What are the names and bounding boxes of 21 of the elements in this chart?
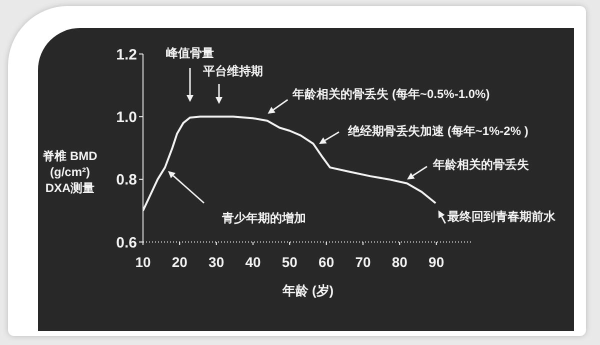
x-tick-label: 80 (392, 254, 408, 270)
x-axis-title: 年龄 (岁) (281, 283, 334, 298)
annotation: 最终回到青春期前水 (446, 209, 556, 224)
annotation: 年龄相关的骨丢失 (432, 157, 530, 172)
y-tick-label: 1.2 (116, 46, 137, 64)
x-tick-label: 60 (318, 254, 334, 270)
x-tick-label: 20 (172, 254, 188, 270)
x-tick-label: 30 (208, 254, 224, 270)
y-tick-label: 0.8 (116, 172, 137, 189)
annotation: 峰值骨量 (166, 46, 214, 60)
x-tick-label: 70 (355, 254, 371, 270)
y-tick-label: 1.0 (116, 108, 137, 126)
annotation: 平台维持期 (202, 64, 263, 78)
x-tick-label: 10 (135, 254, 151, 270)
x-tick-label: 40 (245, 254, 261, 270)
y-tick-label: 0.6 (116, 234, 137, 252)
annotation: 绝经期骨丢失加速 (每年~1%-2% ) (347, 124, 528, 138)
annotation: 年龄相关的骨丢失 (每年~0.5%-1.0%) (292, 86, 490, 101)
x-tick-label: 90 (428, 254, 444, 270)
x-tick-label: 50 (282, 254, 298, 270)
annotation: 青少年期的增加 (221, 211, 306, 225)
